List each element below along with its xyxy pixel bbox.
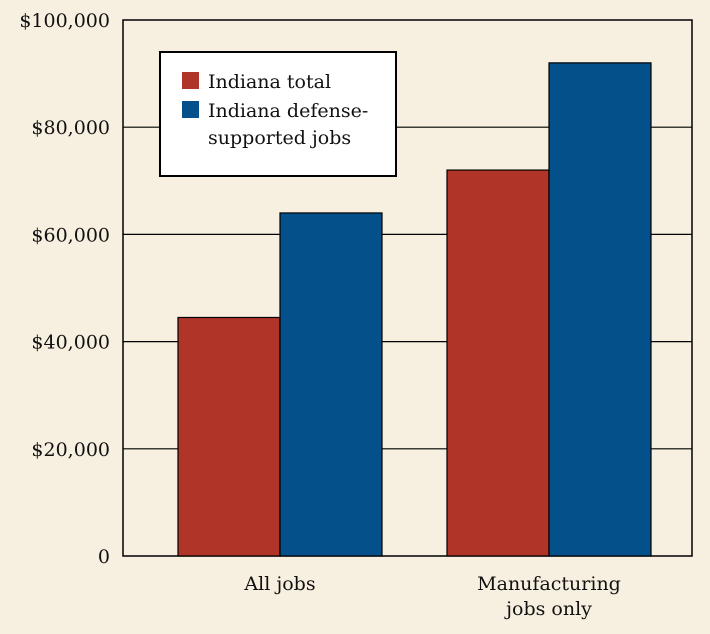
y-tick-label: 0 <box>98 546 110 568</box>
bar <box>177 316 281 557</box>
y-tick-label: $80,000 <box>31 117 110 139</box>
bar <box>279 212 383 557</box>
legend-label: supported jobs <box>208 127 351 149</box>
y-tick-label: $100,000 <box>19 10 110 32</box>
legend-box <box>159 51 397 177</box>
legend-swatch <box>182 101 199 118</box>
plot-frame <box>122 19 693 557</box>
x-category-label: jobs only <box>504 598 592 620</box>
bar <box>446 169 550 557</box>
legend-label: Indiana defense- <box>208 100 368 122</box>
x-category-label: All jobs <box>243 573 315 595</box>
bar <box>548 62 652 557</box>
y-tick-label: $20,000 <box>31 439 110 461</box>
x-category-label: Manufacturing <box>477 573 621 595</box>
y-tick-label: $40,000 <box>31 332 110 354</box>
legend-swatch <box>182 72 199 89</box>
y-tick-label: $60,000 <box>31 224 110 246</box>
legend-label: Indiana total <box>208 71 331 93</box>
